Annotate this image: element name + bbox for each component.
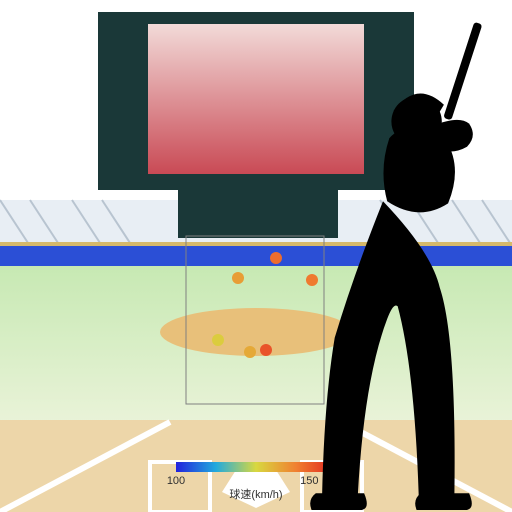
chart-svg: 100 150 球速(km/h) [0,0,512,512]
pitch-marker [270,252,282,264]
legend-label: 球速(km/h) [229,487,282,501]
pitch-marker [244,346,256,358]
outfield-wall [0,246,512,266]
wall-top [0,242,512,246]
pitch-marker [232,272,244,284]
pitch-location-chart: 100 150 球速(km/h) [0,0,512,512]
speed-legend-bar [176,462,336,472]
pitch-marker [306,274,318,286]
pitch-marker [260,344,272,356]
scoreboard-pedestal [178,190,338,238]
scoreboard-screen [148,24,364,174]
pitchers-mound [160,308,352,356]
legend-tick: 100 [167,475,185,487]
pitch-marker [212,334,224,346]
legend-tick: 150 [300,475,318,487]
